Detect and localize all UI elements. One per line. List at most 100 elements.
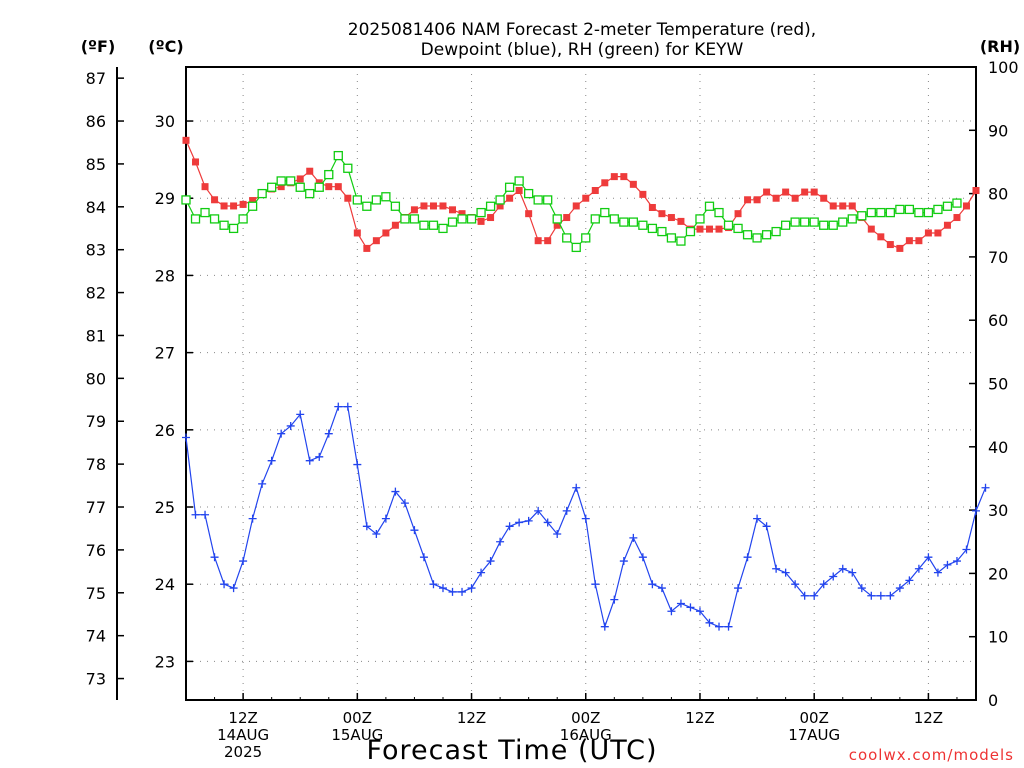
relative-humidity-point <box>295 182 305 192</box>
dewpoint-point <box>419 553 428 562</box>
time-tick-label: 2025 <box>224 743 262 761</box>
dewpoint-point <box>182 433 190 442</box>
temperature-point <box>230 202 238 210</box>
relative-humidity-point <box>809 217 819 227</box>
temperature-point <box>934 229 942 237</box>
celsius-tick-label: 26 <box>155 421 175 440</box>
temperature-point <box>553 221 561 229</box>
time-tick-label: 16AUG <box>560 726 612 744</box>
rh-tick-label: 100 <box>988 58 1019 77</box>
dewpoint-point <box>772 564 781 573</box>
relative-humidity-point <box>619 217 629 227</box>
relative-humidity-point <box>190 214 201 224</box>
celsius-tick-label: 29 <box>155 189 175 208</box>
relative-humidity-point <box>543 195 553 205</box>
dewpoint-point <box>381 514 390 523</box>
celsius-tick-label: 27 <box>155 344 175 363</box>
celsius-tick-label: 24 <box>155 575 175 594</box>
temperature-point <box>325 183 333 191</box>
rh-tick-label: 10 <box>988 628 1008 647</box>
temperature-point <box>677 217 685 225</box>
celsius-unit-label: (ºC) <box>148 37 183 56</box>
dewpoint-point <box>581 514 590 523</box>
fahrenheit-axis: 73 74 75 76 77 78 79 80 81 82 83 84 85 86 87 <box>86 69 124 689</box>
relative-humidity-point <box>524 188 534 199</box>
celsius-tick-label: 25 <box>155 498 175 517</box>
dewpoint-point <box>686 603 695 612</box>
temperature-point <box>563 214 571 222</box>
temperature-point <box>905 237 913 245</box>
rh-tick-label: 40 <box>988 438 1008 457</box>
dewpoint-point <box>734 584 743 593</box>
temperature-point <box>429 202 437 210</box>
dewpoint-point <box>914 564 923 573</box>
temperature-point <box>829 202 837 210</box>
celsius-axis: 23 24 25 26 27 28 29 30 <box>155 112 193 671</box>
time-tick-label: 00Z <box>343 709 372 727</box>
temperature-point <box>477 217 485 225</box>
temperature-point <box>182 136 190 144</box>
temperature-point <box>211 196 219 204</box>
dewpoint-point <box>477 568 486 577</box>
temperature-point <box>525 210 533 218</box>
dewpoint-point <box>800 591 809 600</box>
temperature-point <box>639 190 647 198</box>
relative-humidity-point <box>324 169 334 180</box>
dewpoint-point <box>962 545 971 554</box>
temperature-point <box>962 202 970 210</box>
temperature-point <box>658 210 666 218</box>
temperature-point <box>334 183 342 191</box>
relative-humidity-point <box>628 217 638 227</box>
dewpoint-point <box>448 587 457 596</box>
dewpoint-point <box>695 607 704 616</box>
temperature-point <box>515 187 523 195</box>
temperature-point <box>420 202 428 210</box>
temperature-point <box>744 196 752 204</box>
dewpoint-point <box>610 595 619 604</box>
temperature-point <box>277 183 285 191</box>
temperature-point <box>705 225 713 233</box>
time-tick-label: 14AUG <box>217 726 269 744</box>
fahrenheit-tick-label: 83 <box>86 241 106 260</box>
relative-humidity-point <box>876 207 886 218</box>
relative-humidity-point <box>828 220 838 230</box>
temperature-point <box>753 196 761 204</box>
relative-humidity-point <box>276 176 286 186</box>
fahrenheit-unit-label: (ºF) <box>81 37 116 56</box>
dewpoint-point <box>277 429 286 438</box>
relative-humidity-point <box>714 207 724 218</box>
temperature-point <box>439 202 447 210</box>
dewpoint-point <box>467 584 476 593</box>
dewpoint-point <box>505 522 514 531</box>
temperature-point <box>487 214 495 222</box>
temperature-point <box>582 194 590 202</box>
relative-humidity-point <box>209 214 220 224</box>
dewpoint-point <box>220 580 229 589</box>
temperature-point <box>839 202 847 210</box>
dewpoint-point <box>210 553 219 562</box>
relative-humidity-line <box>185 154 958 249</box>
temperature-point <box>544 237 552 245</box>
dewpoint-point <box>515 518 524 527</box>
relative-humidity-point <box>847 214 857 224</box>
temperature-point <box>572 202 580 210</box>
dewpoint-point <box>791 580 800 589</box>
temperature-point <box>648 203 656 211</box>
dewpoint-point <box>572 483 581 492</box>
fahrenheit-tick-label: 78 <box>86 455 106 474</box>
time-tick-label: 12Z <box>914 709 943 727</box>
dewpoint-point <box>753 514 762 523</box>
dewpoint-point <box>943 560 952 569</box>
dewpoint-point <box>876 591 885 600</box>
temperature-point <box>924 229 932 237</box>
relative-humidity-point <box>495 195 505 205</box>
fahrenheit-tick-label: 74 <box>86 627 106 646</box>
relative-humidity-point <box>181 195 191 205</box>
temperature-point <box>791 194 799 202</box>
temperature-point <box>715 225 723 233</box>
dewpoint-point <box>715 622 724 631</box>
dewpoint-point <box>429 580 438 589</box>
temperature-point <box>782 188 790 196</box>
relative-humidity-point <box>333 150 343 161</box>
relative-humidity-point <box>238 214 248 224</box>
